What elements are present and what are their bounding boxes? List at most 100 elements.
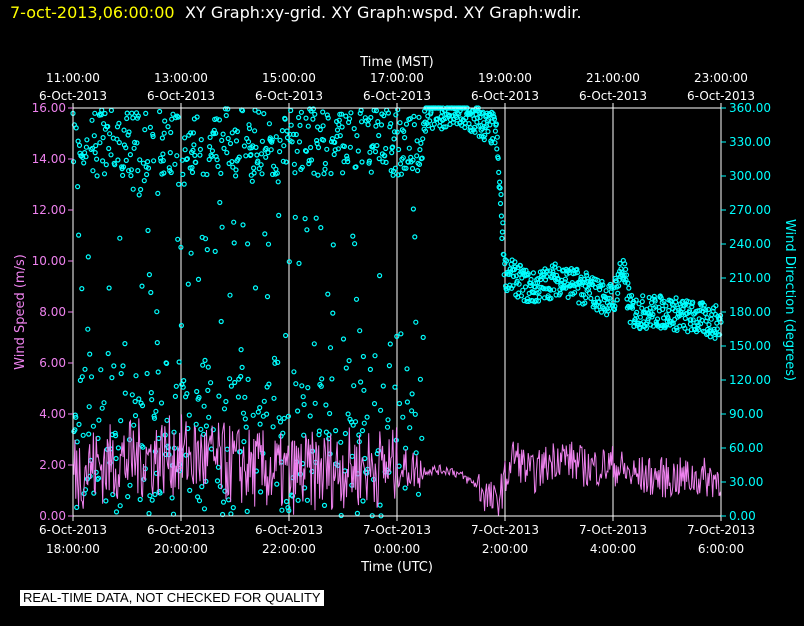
wdir-point xyxy=(491,116,498,122)
wdir-point xyxy=(548,295,554,301)
wdir-point xyxy=(383,145,389,152)
wdir-point xyxy=(348,110,354,116)
wdir-point xyxy=(255,409,261,415)
wdir-point xyxy=(666,307,672,314)
wdir-point xyxy=(531,290,537,296)
wdir-point xyxy=(612,303,618,309)
wdir-point xyxy=(637,325,643,332)
wdir-point xyxy=(146,272,152,278)
wdir-point xyxy=(311,341,317,347)
wdir-point xyxy=(111,363,117,369)
wdir-point xyxy=(239,108,246,114)
wdir-point xyxy=(195,494,201,500)
wdir-point xyxy=(297,122,303,129)
wdir-point xyxy=(550,269,556,275)
wdir-point xyxy=(400,414,406,420)
wdir-point xyxy=(296,260,302,266)
wdir-point xyxy=(606,302,613,308)
wdir-point xyxy=(189,169,196,175)
wdir-point xyxy=(133,373,139,379)
wdir-point xyxy=(91,133,97,139)
bottom-tick-date: 7-Oct-2013 xyxy=(363,523,431,537)
wdir-point xyxy=(419,155,425,161)
wdir-point xyxy=(376,132,382,139)
wdir-point xyxy=(425,123,431,129)
wdir-point xyxy=(100,135,106,141)
wdir-point xyxy=(105,123,111,130)
wdir-point xyxy=(175,236,181,242)
wdir-point xyxy=(690,299,696,305)
wdir-point xyxy=(417,147,423,153)
wdir-point xyxy=(477,114,483,121)
plot-area xyxy=(70,105,724,519)
wdir-point xyxy=(517,263,524,269)
wdir-point xyxy=(384,424,391,430)
wdir-point xyxy=(380,159,386,165)
wdir-point xyxy=(91,490,97,496)
wdir-point xyxy=(530,270,537,276)
wdir-point xyxy=(633,312,639,318)
wdir-point xyxy=(402,135,408,141)
wdir-point xyxy=(161,170,167,176)
wdir-point xyxy=(302,216,308,222)
wdir-point xyxy=(231,240,237,246)
wdir-point xyxy=(75,232,82,238)
wdir-point xyxy=(128,167,134,173)
wdir-point xyxy=(230,164,236,170)
wdir-point xyxy=(621,272,627,278)
wdir-point xyxy=(216,393,222,399)
wdir-point xyxy=(571,290,578,296)
wdir-point xyxy=(175,114,181,120)
wdir-point xyxy=(159,135,165,141)
wdir-point xyxy=(192,152,198,158)
wdir-point xyxy=(158,400,165,406)
right-tick-label: 30.00 xyxy=(729,475,763,489)
wdir-point xyxy=(176,359,182,365)
wdir-point xyxy=(706,322,712,328)
wdir-point xyxy=(184,156,190,162)
wdir-point xyxy=(292,170,298,176)
wdir-point xyxy=(583,270,589,276)
wdir-point xyxy=(327,410,333,417)
bottom-tick-date: 6-Oct-2013 xyxy=(39,523,107,537)
wdir-point xyxy=(209,148,215,154)
wdir-point xyxy=(284,128,290,134)
wdir-point xyxy=(332,139,338,145)
bottom-tick-date: 7-Oct-2013 xyxy=(687,523,755,537)
wdir-point xyxy=(296,139,303,145)
wdir-point xyxy=(407,425,413,431)
wdir-point xyxy=(503,258,510,264)
wdir-point xyxy=(258,489,264,495)
wdir-point xyxy=(187,487,193,493)
wdir-point xyxy=(518,293,525,299)
wdir-point xyxy=(178,322,184,329)
graph-titles: XY Graph:xy-grid. XY Graph:wspd. XY Grap… xyxy=(185,3,582,22)
wdir-point xyxy=(217,199,223,206)
wspd-line xyxy=(72,414,722,517)
wdir-point xyxy=(160,158,166,164)
wdir-point xyxy=(614,297,620,303)
wdir-point xyxy=(353,164,359,170)
wdir-point xyxy=(634,309,640,315)
wdir-point xyxy=(251,170,257,176)
wdir-point xyxy=(713,303,719,309)
wdir-point xyxy=(259,171,265,177)
wdir-point xyxy=(274,170,280,176)
wdir-point xyxy=(335,146,341,152)
wdir-point xyxy=(284,135,291,141)
wdir-point xyxy=(220,499,227,505)
wdir-point xyxy=(157,108,163,115)
wdir-point xyxy=(497,179,503,185)
wdir-point xyxy=(479,126,486,132)
wdir-point xyxy=(109,375,115,381)
wdir-point xyxy=(201,431,207,437)
wdir-point xyxy=(195,276,202,282)
bottom-tick-date: 7-Oct-2013 xyxy=(579,523,647,537)
wdir-point xyxy=(341,143,347,149)
wdir-point xyxy=(510,273,517,279)
wdir-point xyxy=(252,128,258,134)
wdir-point xyxy=(113,455,119,462)
wdir-point xyxy=(417,376,423,382)
wdir-point xyxy=(101,171,108,177)
